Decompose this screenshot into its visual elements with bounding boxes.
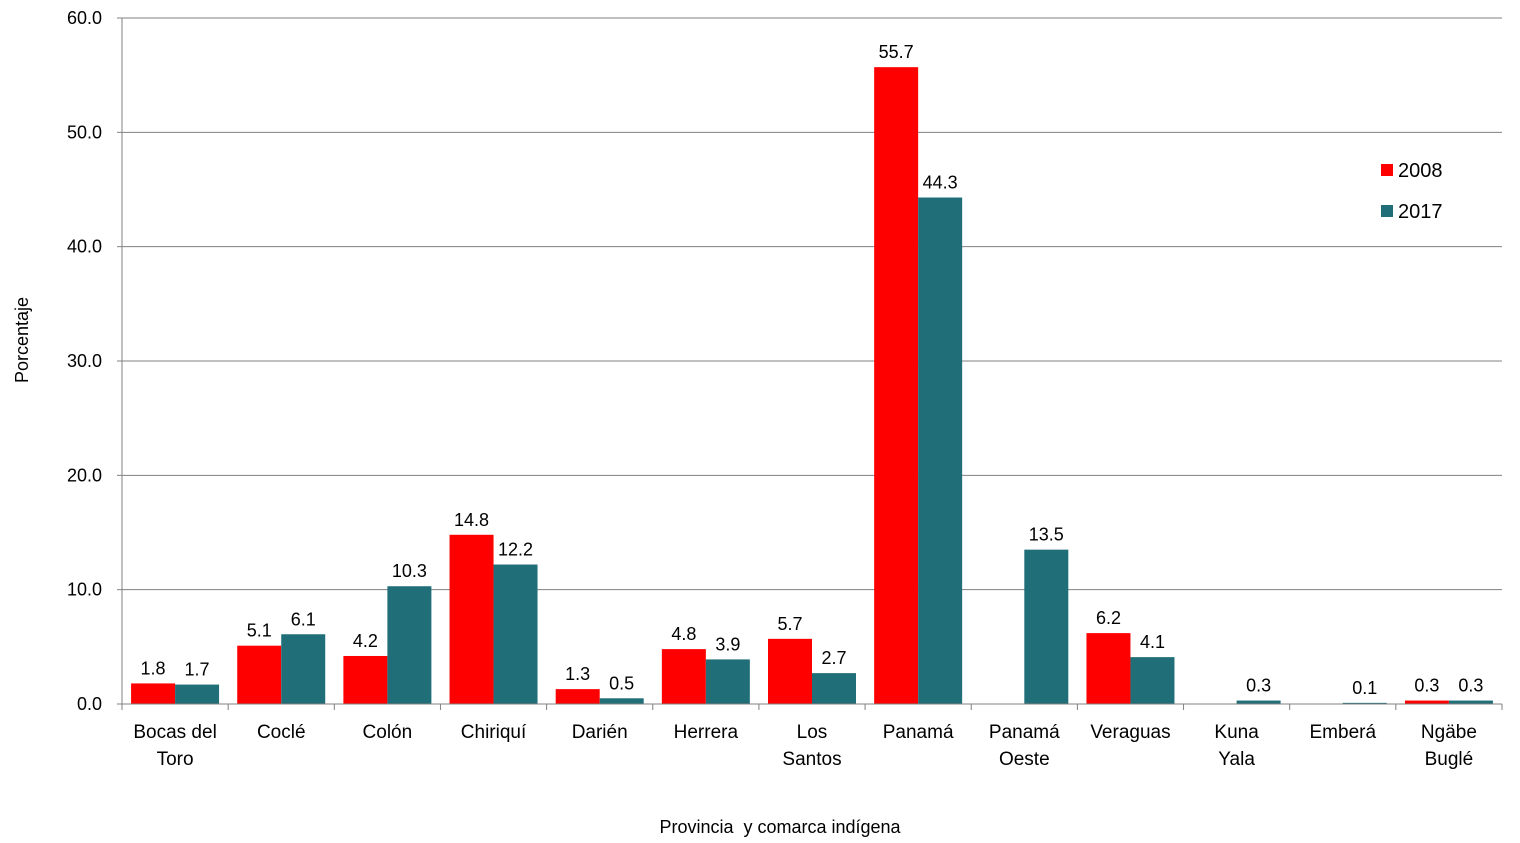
x-category-label: Bocas del xyxy=(133,722,216,743)
bar-2017 xyxy=(1448,700,1493,704)
x-category-label: Toro xyxy=(157,749,194,770)
x-category-label: Kuna xyxy=(1214,722,1259,743)
x-category-label: Panamá xyxy=(883,722,954,743)
data-label-2017: 10.3 xyxy=(392,561,427,581)
bar-2017 xyxy=(1130,657,1175,704)
legend-swatch-2008 xyxy=(1381,164,1393,176)
bar-2008 xyxy=(449,534,494,704)
legend-label-2017: 2017 xyxy=(1398,201,1443,223)
y-tick-label: 10.0 xyxy=(67,580,102,600)
x-category-label: Los xyxy=(797,722,828,743)
y-tick-label: 20.0 xyxy=(67,465,102,485)
bar-2008 xyxy=(131,683,176,704)
bar-2017 xyxy=(175,684,220,704)
data-label-2017: 0.3 xyxy=(1458,676,1483,696)
bar-2017 xyxy=(1024,549,1069,704)
data-label-2017: 6.1 xyxy=(291,609,316,629)
data-label-2008: 4.2 xyxy=(353,631,378,651)
legend-label-2008: 2008 xyxy=(1398,160,1443,182)
data-label-2008: 55.7 xyxy=(879,42,914,62)
y-tick-label: 30.0 xyxy=(67,351,102,371)
bar-2008 xyxy=(768,638,812,704)
bar-2017 xyxy=(387,586,432,704)
bar-2008 xyxy=(661,649,706,704)
bar-2017 xyxy=(493,564,538,704)
bar-2008 xyxy=(874,67,919,704)
x-category-label: Chiriquí xyxy=(461,722,527,743)
x-category-label: Darién xyxy=(572,722,628,743)
y-tick-label: 60.0 xyxy=(67,8,102,28)
data-label-2008: 6.2 xyxy=(1096,608,1121,628)
bar-2017 xyxy=(1342,702,1387,704)
bars xyxy=(131,67,1493,704)
bar-2017 xyxy=(599,698,644,704)
bar-2017 xyxy=(812,673,856,704)
bar-2008 xyxy=(555,689,600,704)
gridlines xyxy=(122,17,1502,591)
data-label-2008: 1.3 xyxy=(565,664,590,684)
data-label-2008: 4.8 xyxy=(671,624,696,644)
x-axis-title: Provincia y comarca indígena xyxy=(659,817,901,837)
legend-swatch-2017 xyxy=(1381,205,1393,217)
x-category-label: Panamá xyxy=(989,722,1060,743)
bar-2008 xyxy=(343,655,388,704)
data-label-2017: 1.7 xyxy=(185,660,210,680)
legend: 2008 2017 xyxy=(1381,160,1443,223)
x-category-label: Yala xyxy=(1218,749,1255,770)
data-label-2017: 44.3 xyxy=(923,173,958,193)
bar-2017 xyxy=(705,659,750,704)
x-category-label: Colón xyxy=(363,722,413,743)
data-label-2017: 0.5 xyxy=(609,673,634,693)
bar-2017 xyxy=(918,197,963,704)
bar-2008 xyxy=(1404,700,1449,704)
bar-2008 xyxy=(1086,633,1131,704)
data-label-2017: 4.1 xyxy=(1140,632,1165,652)
data-labels: 1.8 5.1 4.2 14.8 1.3 4.8 5.7 55.7 6.2 0.3 1.7 6.1 10… xyxy=(141,42,1484,698)
y-tick-label: 50.0 xyxy=(67,122,102,142)
x-category-label: Oeste xyxy=(999,749,1050,770)
bar-2008 xyxy=(237,645,282,704)
data-label-2017: 12.2 xyxy=(498,540,533,560)
data-label-2017: 0.1 xyxy=(1352,678,1377,698)
y-tick-label: 0.0 xyxy=(77,694,102,714)
data-label-2008: 5.7 xyxy=(777,614,802,634)
axes: 0.0 10.0 20.0 30.0 40.0 50.0 60.0 Bocas del Toro… xyxy=(67,8,1503,770)
x-category-label: Veraguas xyxy=(1090,722,1170,743)
data-label-2008: 14.8 xyxy=(454,510,489,530)
y-tick-label: 40.0 xyxy=(67,237,102,257)
y-axis-title: Porcentaje xyxy=(12,297,32,383)
x-category-label: Herrera xyxy=(674,722,739,743)
bar-2017 xyxy=(281,634,326,704)
data-label-2017: 2.7 xyxy=(821,648,846,668)
x-category-label: Buglé xyxy=(1425,749,1474,770)
data-label-2008: 5.1 xyxy=(247,621,272,641)
data-label-2017: 13.5 xyxy=(1029,525,1064,545)
bar-2017 xyxy=(1236,700,1281,704)
data-label-2008: 1.8 xyxy=(141,658,166,678)
data-label-2008: 0.3 xyxy=(1414,676,1439,696)
data-label-2017: 3.9 xyxy=(715,634,740,654)
x-category-label: Ngäbe xyxy=(1421,722,1477,743)
x-category-label: Santos xyxy=(782,749,841,770)
data-label-2017: 0.3 xyxy=(1246,676,1271,696)
x-category-label: Emberá xyxy=(1310,722,1377,743)
x-category-label: Coclé xyxy=(257,722,306,743)
